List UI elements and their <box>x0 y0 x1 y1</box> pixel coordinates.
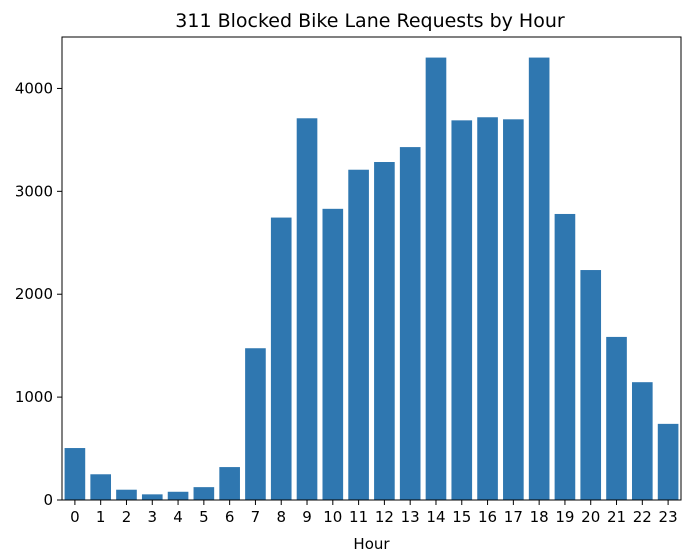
bar-hour-4 <box>167 491 189 500</box>
x-tick-label: 7 <box>251 508 261 526</box>
bar-hour-2 <box>116 489 137 500</box>
x-tick-label: 14 <box>426 508 445 526</box>
bar-hour-5 <box>193 487 215 500</box>
bar-hour-20 <box>580 270 602 500</box>
bar-hour-17 <box>503 119 524 501</box>
bar-hour-3 <box>141 494 163 500</box>
bar-hour-1 <box>90 474 112 500</box>
x-tick-label: 23 <box>659 508 678 526</box>
bar-hour-13 <box>399 147 421 500</box>
x-tick-label: 12 <box>375 508 394 526</box>
bar-hour-7 <box>245 348 266 500</box>
bar-hour-15 <box>451 120 473 500</box>
bar-hour-8 <box>270 217 292 500</box>
x-tick-label: 16 <box>478 508 497 526</box>
bar-hour-6 <box>219 467 240 500</box>
y-tick-label: 2000 <box>15 285 53 303</box>
x-tick-label: 20 <box>581 508 600 526</box>
bar-hour-0 <box>64 448 86 500</box>
x-tick-label: 8 <box>276 508 286 526</box>
y-tick-label: 1000 <box>15 388 53 406</box>
bar-hour-23 <box>657 423 679 500</box>
bar-hour-22 <box>631 382 653 500</box>
x-tick-label: 17 <box>504 508 523 526</box>
bar-hour-21 <box>606 336 627 500</box>
x-tick-label: 1 <box>96 508 106 526</box>
x-tick-label: 2 <box>122 508 132 526</box>
x-tick-label: 4 <box>173 508 183 526</box>
x-tick-label: 6 <box>225 508 235 526</box>
x-tick-label: 0 <box>70 508 80 526</box>
x-tick-label: 22 <box>633 508 652 526</box>
y-tick-label: 0 <box>43 491 53 509</box>
x-tick-label: 10 <box>323 508 342 526</box>
plot-frame <box>61 36 682 501</box>
y-tick-label: 3000 <box>15 182 53 200</box>
chart-title: 311 Blocked Bike Lane Requests by Hour <box>175 10 565 32</box>
bar-hour-12 <box>374 162 395 500</box>
x-tick-label: 15 <box>452 508 471 526</box>
x-tick-label: 3 <box>147 508 157 526</box>
x-tick-label: 11 <box>349 508 368 526</box>
bar-hour-10 <box>322 208 344 500</box>
y-axis: 0 1000 2000 3000 4000 <box>15 79 62 509</box>
x-tick-label: 21 <box>607 508 626 526</box>
x-tick-label: 18 <box>530 508 549 526</box>
bars-group <box>64 57 679 501</box>
x-axis-label: Hour <box>353 535 390 553</box>
bar-hour-19 <box>554 213 576 501</box>
x-tick-label: 9 <box>302 508 312 526</box>
x-tick-label: 5 <box>199 508 209 526</box>
bar-hour-18 <box>528 57 550 500</box>
x-tick-label: 13 <box>401 508 420 526</box>
bar-hour-14 <box>425 57 447 500</box>
bar-hour-16 <box>477 117 498 501</box>
x-axis: 0 1 2 3 4 5 6 7 8 9 10 11 12 13 14 15 16 17 18 19 20 21 22 23 <box>70 500 678 526</box>
x-tick-label: 19 <box>555 508 574 526</box>
bar-hour-11 <box>348 169 369 500</box>
y-tick-label: 4000 <box>15 79 53 97</box>
bar-hour-9 <box>296 118 318 500</box>
